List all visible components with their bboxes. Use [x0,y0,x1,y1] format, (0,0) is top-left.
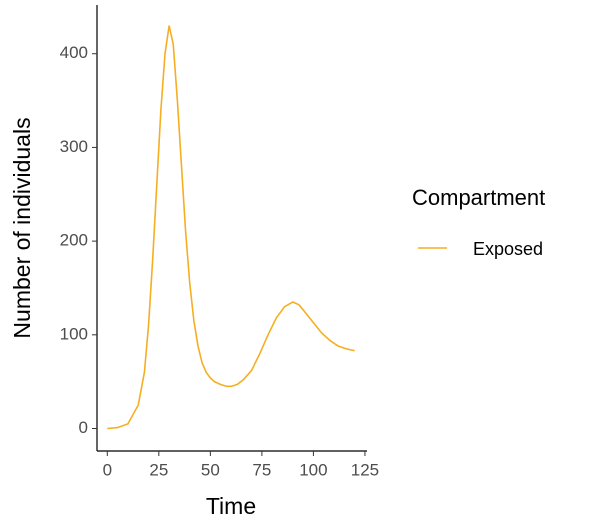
legend-label: Exposed [473,239,543,259]
x-axis-title: Time [206,493,256,519]
y-axis-title: Number of individuals [9,117,35,338]
line [107,25,355,430]
y-tick-label: 400 [60,43,88,62]
x-tick-label: 0 [103,460,112,479]
x-tick-label: 125 [351,460,379,479]
y-tick-label: 300 [60,137,88,156]
y-tick-label: 0 [79,418,88,437]
x-tick-label: 50 [201,460,220,479]
y-tick-label: 200 [60,231,88,250]
x-tick-label: 100 [299,460,327,479]
x-tick-label: 75 [252,460,271,479]
y-tick-label: 100 [60,324,88,343]
x-tick-label: 25 [149,460,168,479]
legend-title: Compartment [412,185,545,210]
